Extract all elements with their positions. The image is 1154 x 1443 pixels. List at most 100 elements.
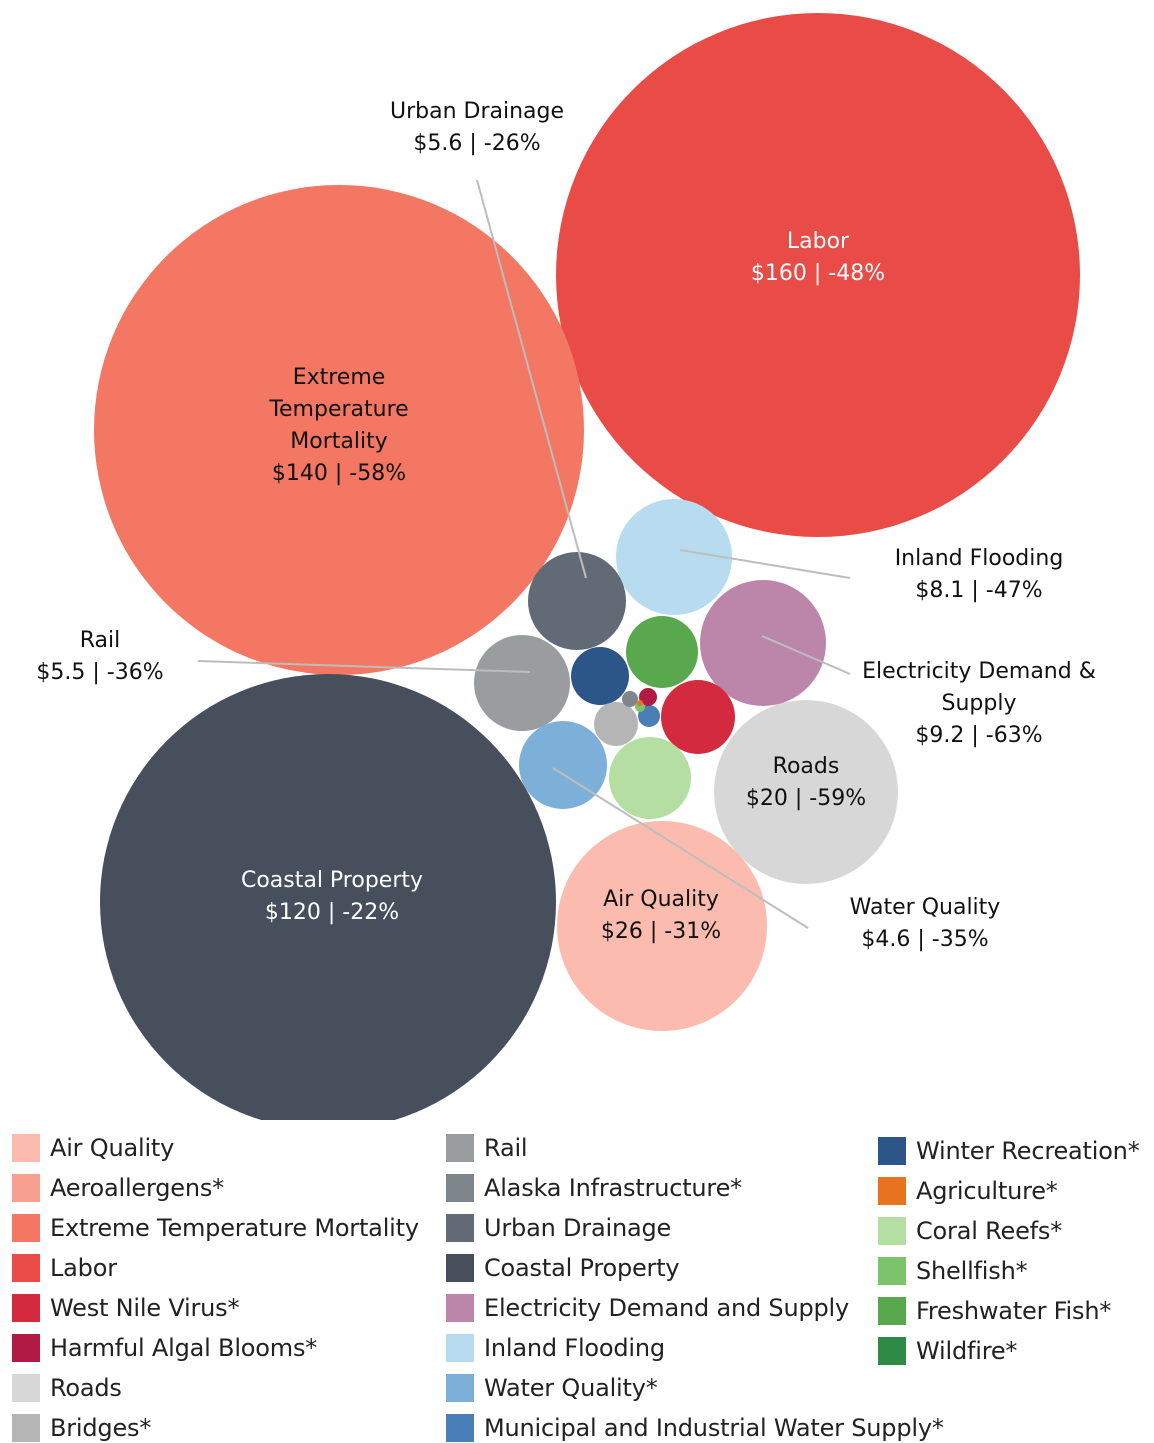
legend-label: Roads <box>50 1374 122 1402</box>
leader-line-electricity-demand-and-supply <box>761 635 851 675</box>
legend-label: Rail <box>484 1134 528 1162</box>
legend-swatch <box>446 1214 474 1242</box>
bubble-freshwater-fish <box>626 616 698 688</box>
legend-label: Winter Recreation* <box>916 1137 1140 1165</box>
legend-label: Labor <box>50 1254 117 1282</box>
legend-swatch <box>12 1294 40 1322</box>
bubble-west-nile-virus <box>661 680 735 754</box>
bubble-coastal-property <box>100 674 556 1120</box>
callout-label-electricity-demand-and-supply: Electricity Demand & Supply $9.2 | -63% <box>862 659 1096 748</box>
legend-item-alaska-infrastructure: Alaska Infrastructure* <box>446 1173 742 1203</box>
legend-label: Air Quality <box>50 1134 175 1162</box>
leader-line-water-quality <box>552 767 809 929</box>
legend-item-extreme-temperature-mortality: Extreme Temperature Mortality <box>12 1213 419 1243</box>
legend-swatch <box>12 1374 40 1402</box>
legend-label: Agriculture* <box>916 1177 1058 1205</box>
legend-label: Urban Drainage <box>484 1214 672 1242</box>
legend-label: Wildfire* <box>916 1337 1018 1365</box>
bubble-bridges <box>594 702 638 746</box>
bubble-label-air-quality: Air Quality $26 | -31% <box>601 887 721 944</box>
bubble-labels-layer: Labor $160 | -48% Extreme Temperature Mortal… <box>241 229 885 944</box>
legend-label: Inland Flooding <box>484 1334 665 1362</box>
legend-swatch <box>878 1177 906 1205</box>
legend-label: Municipal and Industrial Water Supply* <box>484 1414 944 1442</box>
bubble-electricity-demand-and-supply <box>700 580 826 706</box>
callout-leaders-layer <box>197 179 851 929</box>
legend-swatch <box>12 1214 40 1242</box>
legend-swatch <box>878 1257 906 1285</box>
legend-swatch <box>878 1137 906 1165</box>
legend-label: Aeroallergens* <box>50 1174 224 1202</box>
legend-swatch <box>878 1297 906 1325</box>
legend-item-west-nile-virus: West Nile Virus* <box>12 1293 239 1323</box>
legend-item-harmful-algal-blooms: Harmful Algal Blooms* <box>12 1333 317 1363</box>
legend-item-rail: Rail <box>446 1133 528 1163</box>
leader-line-inland-flooding <box>679 549 851 579</box>
legend-item-roads: Roads <box>12 1373 122 1403</box>
legend-label: Shellfish* <box>916 1257 1028 1285</box>
bubble-label-roads: Roads $20 | -59% <box>746 754 866 811</box>
bubble-alaska-infrastructure <box>622 691 638 707</box>
legend-swatch <box>446 1254 474 1282</box>
callout-label-urban-drainage: Urban Drainage $5.6 | -26% <box>390 99 564 156</box>
legend-item-coastal-property: Coastal Property <box>446 1253 680 1283</box>
legend-label: Harmful Algal Blooms* <box>50 1334 318 1362</box>
bubble-harmful-algal-blooms <box>639 688 657 706</box>
bubbles-layer <box>94 13 1080 1120</box>
bubble-label-coastal-property: Coastal Property $120 | -22% <box>241 868 423 925</box>
bubble-agriculture <box>637 700 643 706</box>
legend-label: Electricity Demand and Supply <box>484 1294 850 1322</box>
bubble-label-labor: Labor $160 | -48% <box>751 229 885 286</box>
callout-label-inland-flooding: Inland Flooding $8.1 | -47% <box>895 546 1064 603</box>
legend-item-bridges: Bridges* <box>12 1413 151 1443</box>
callout-label-water-quality: Water Quality $4.6 | -35% <box>850 895 1001 952</box>
legend-swatch <box>446 1134 474 1162</box>
legend-label: Water Quality* <box>484 1374 658 1402</box>
legend-label: Extreme Temperature Mortality <box>50 1214 419 1242</box>
legend-label: Freshwater Fish* <box>916 1297 1112 1325</box>
legend-item-air-quality: Air Quality <box>12 1133 174 1163</box>
legend-item-urban-drainage: Urban Drainage <box>446 1213 671 1243</box>
bubble-rail <box>474 635 570 731</box>
legend-label: Coastal Property <box>484 1254 680 1282</box>
legend-swatch <box>446 1174 474 1202</box>
legend-item-aeroallergens: Aeroallergens* <box>12 1173 224 1203</box>
legend-label: West Nile Virus* <box>50 1294 240 1322</box>
legend-swatch <box>878 1337 906 1365</box>
legend-item-shellfish: Shellfish* <box>878 1256 1028 1286</box>
bubble-label-extreme-temperature-mortality: Extreme Temperature Mortality $140 | -58% <box>268 365 408 486</box>
legend-item-winter-recreation: Winter Recreation* <box>878 1136 1140 1166</box>
bubble-extreme-temperature-mortality <box>94 185 584 675</box>
legend-label: Coral Reefs* <box>916 1217 1062 1245</box>
legend-swatch <box>446 1414 474 1442</box>
bubble-water-quality <box>519 721 607 809</box>
legend-swatch <box>446 1294 474 1322</box>
callout-labels-layer: Urban Drainage $5.6 | -26% Inland Flooding… <box>36 99 1095 952</box>
legend-item-agriculture: Agriculture* <box>878 1176 1058 1206</box>
bubble-air-quality <box>557 821 767 1031</box>
callout-label-rail: Rail $5.5 | -36% <box>36 628 163 685</box>
legend-label: Alaska Infrastructure* <box>484 1174 742 1202</box>
legend-swatch <box>12 1174 40 1202</box>
bubble-urban-drainage <box>528 552 626 650</box>
legend-item-electricity-demand-and-supply: Electricity Demand and Supply <box>446 1293 849 1323</box>
bubble-winter-recreation <box>571 647 629 705</box>
legend-item-water-quality: Water Quality* <box>446 1373 658 1403</box>
legend-swatch <box>12 1254 40 1282</box>
legend-item-inland-flooding: Inland Flooding <box>446 1333 665 1363</box>
legend-item-municipal-and-industrial-water-supply: Municipal and Industrial Water Supply* <box>446 1413 944 1443</box>
bubble-roads <box>714 700 898 884</box>
legend-swatch <box>878 1217 906 1245</box>
legend-item-freshwater-fish: Freshwater Fish* <box>878 1296 1111 1326</box>
leader-line-rail <box>197 660 531 673</box>
legend-item-coral-reefs: Coral Reefs* <box>878 1216 1062 1246</box>
legend-item-wildfire: Wildfire* <box>878 1336 1017 1366</box>
legend-item-labor: Labor <box>12 1253 117 1283</box>
legend-swatch <box>12 1334 40 1362</box>
legend-swatch <box>12 1414 40 1442</box>
bubble-labor <box>556 13 1080 537</box>
legend-swatch <box>12 1134 40 1162</box>
bubble-inland-flooding <box>616 499 732 615</box>
bubble-chart: Labor $160 | -48% Extreme Temperature Mortal… <box>36 13 1096 1120</box>
legend-swatch <box>446 1334 474 1362</box>
